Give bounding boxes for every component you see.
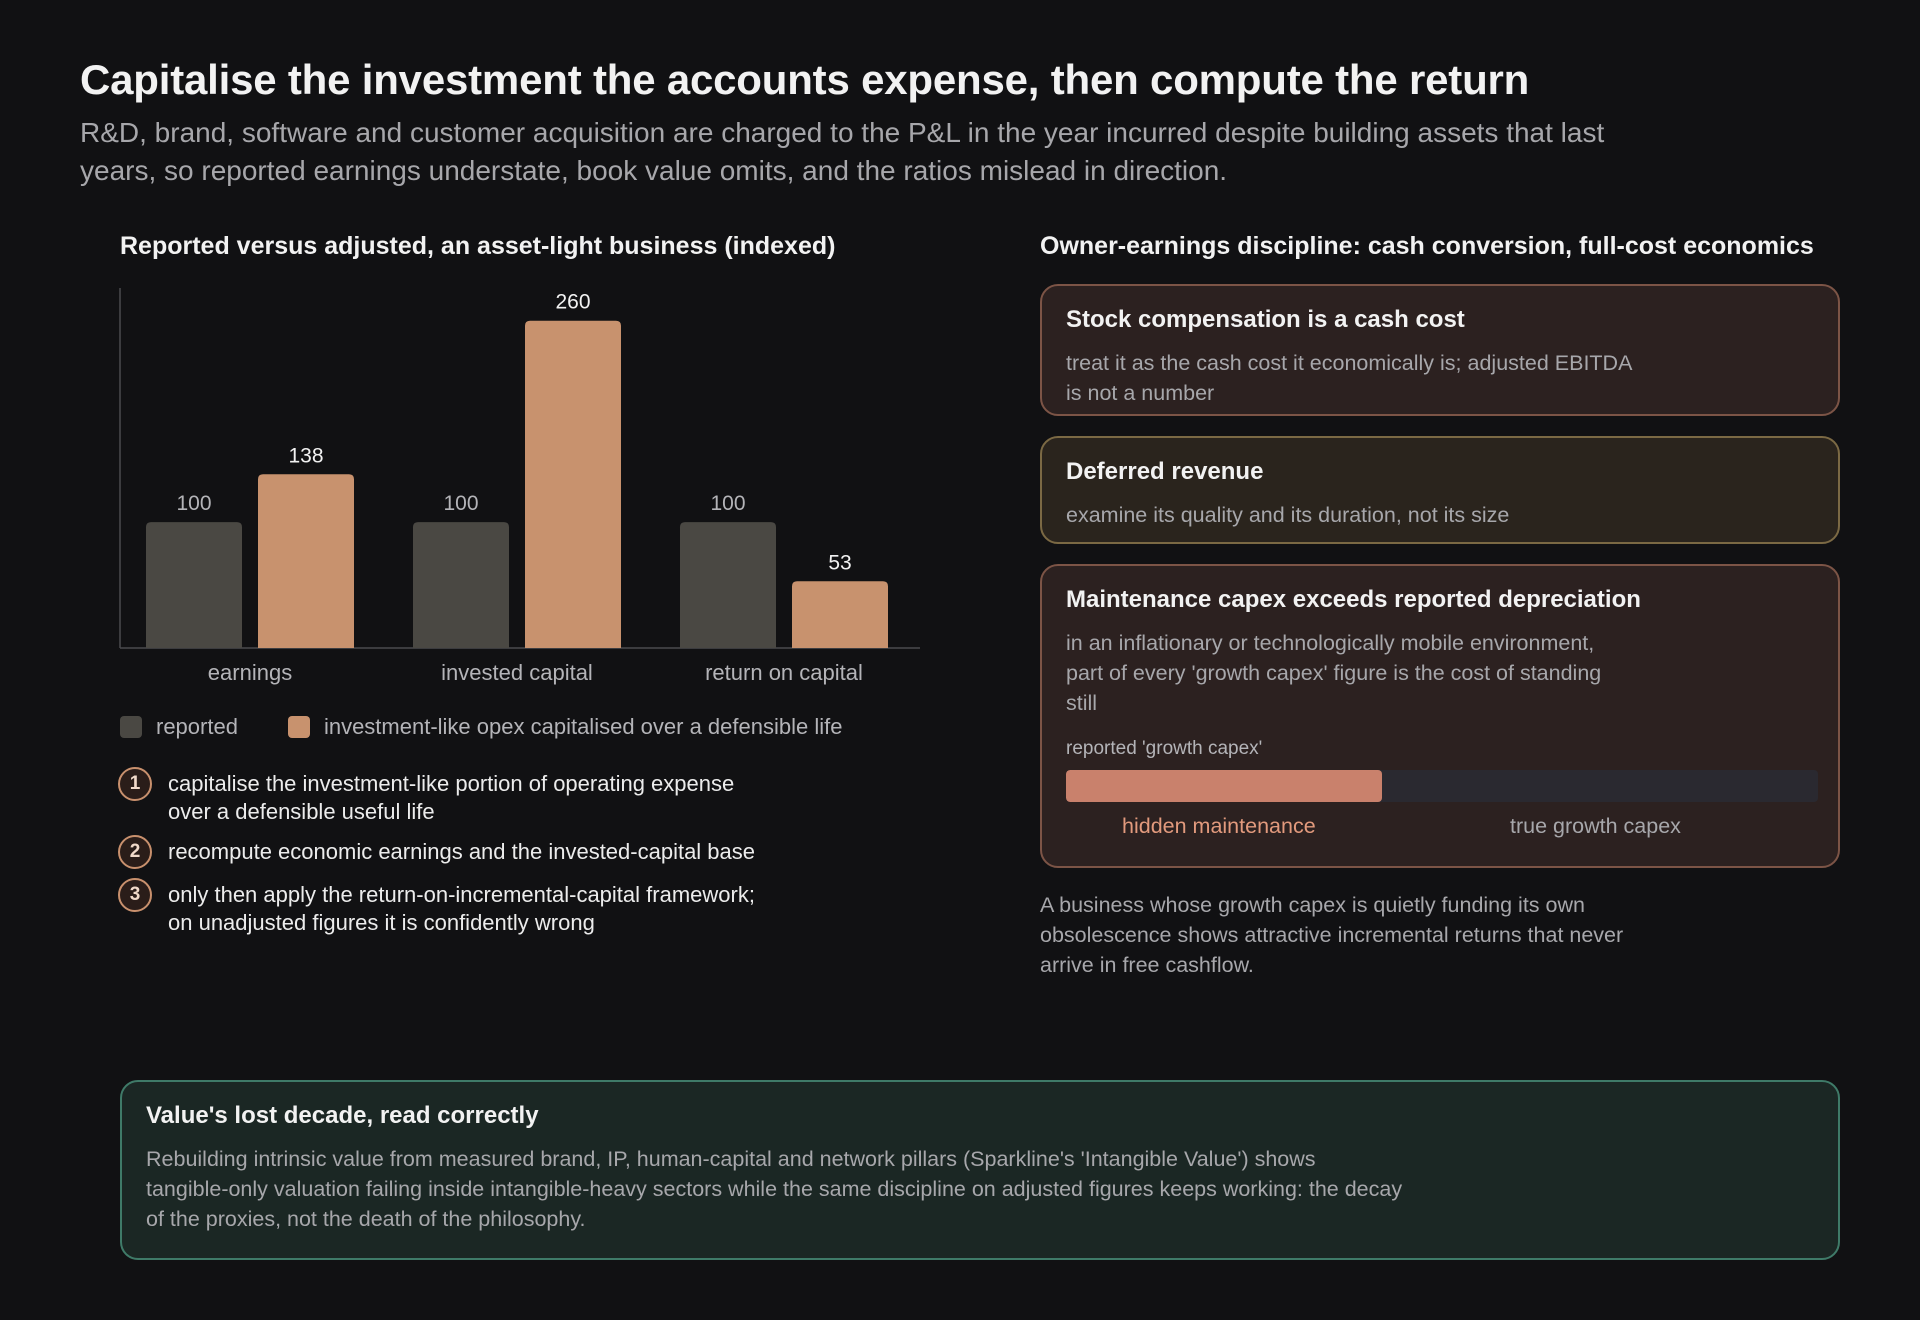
capex-note: A business whose growth capex is quietly… bbox=[1040, 893, 1624, 977]
card-body: in an inflationary or technologically mo… bbox=[1066, 631, 1602, 715]
capex-bar-hidden-fill bbox=[1066, 770, 1382, 802]
step-text: capitalise the investment-like portion o… bbox=[168, 771, 735, 824]
card-deferred-revenue: Deferred revenue examine its quality and… bbox=[1040, 436, 1840, 544]
bar-value-label: 260 bbox=[555, 291, 590, 314]
step-number-badge: 1 bbox=[118, 767, 152, 801]
bar-chart: 100 138 earnings 100 260 invested capital 100 5… bbox=[119, 288, 920, 685]
legend-item-reported: reported bbox=[120, 714, 238, 740]
bar-value-label: 53 bbox=[828, 551, 851, 574]
step-item: 1 capitalise the investment-like portion… bbox=[118, 767, 878, 826]
bar-value-label: 100 bbox=[443, 492, 478, 515]
page-subtitle: R&D, brand, software and customer acquis… bbox=[80, 117, 1605, 186]
capex-bar-captions: hidden maintenance true growth capex bbox=[1066, 814, 1818, 844]
bar-adjusted bbox=[525, 320, 621, 648]
right-panel-title: Owner-earnings discipline: cash conversi… bbox=[1040, 232, 1814, 260]
chart-title: Reported versus adjusted, an asset-light… bbox=[120, 232, 836, 260]
legend-label-adjusted: investment-like opex capitalised over a … bbox=[323, 714, 843, 739]
bar-adjusted bbox=[792, 581, 888, 648]
hidden-maintenance-label: hidden maintenance bbox=[1122, 814, 1316, 838]
bar-value-label: 138 bbox=[288, 444, 323, 467]
legend-label-reported: reported bbox=[156, 714, 238, 739]
x-tick-label: return on capital bbox=[705, 660, 863, 685]
step-text: only then apply the return-on-incrementa… bbox=[168, 882, 755, 935]
bar-reported bbox=[413, 522, 509, 648]
card-title: Maintenance capex exceeds reported depre… bbox=[1066, 586, 1641, 613]
card-values-lost-decade: Value's lost decade, read correctly Rebu… bbox=[120, 1080, 1840, 1260]
card-title: Deferred revenue bbox=[1066, 458, 1264, 485]
card-body: examine its quality and its duration, no… bbox=[1066, 503, 1510, 527]
x-tick-label: invested capital bbox=[441, 660, 593, 685]
card-body: treat it as the cash cost it economicall… bbox=[1066, 351, 1633, 405]
x-tick-label: earnings bbox=[208, 660, 292, 685]
step-number-badge: 3 bbox=[118, 878, 152, 912]
card-title: Stock compensation is a cash cost bbox=[1066, 306, 1465, 333]
step-number-badge: 2 bbox=[118, 835, 152, 869]
card-stock-compensation: Stock compensation is a cash cost treat … bbox=[1040, 284, 1840, 416]
step-item: 2 recompute economic earnings and the in… bbox=[118, 835, 878, 869]
page-title: Capitalise the investment the accounts e… bbox=[80, 56, 1530, 103]
legend-swatch-adjusted bbox=[287, 716, 310, 738]
card-body: Rebuilding intrinsic value from measured… bbox=[146, 1147, 1403, 1231]
chart-legend: reported investment-like opex capitalise… bbox=[120, 714, 892, 740]
bar-value-label: 100 bbox=[710, 492, 745, 515]
capex-bar-label: reported 'growth capex' bbox=[1066, 738, 1263, 759]
capex-bar-track bbox=[1066, 770, 1818, 802]
step-item: 3 only then apply the return-on-incremen… bbox=[118, 878, 878, 937]
bar-reported bbox=[680, 522, 776, 648]
true-growth-capex-label: true growth capex bbox=[1510, 814, 1681, 838]
bar-reported bbox=[146, 522, 242, 648]
step-text: recompute economic earnings and the inve… bbox=[168, 839, 756, 864]
bar-adjusted bbox=[258, 474, 354, 648]
steps-list: 1 capitalise the investment-like portion… bbox=[118, 767, 878, 949]
card-title: Value's lost decade, read correctly bbox=[146, 1102, 539, 1129]
legend-item-adjusted: investment-like opex capitalised over a … bbox=[287, 714, 843, 740]
card-maintenance-capex: Maintenance capex exceeds reported depre… bbox=[1040, 564, 1840, 868]
bar-value-label: 100 bbox=[176, 492, 211, 515]
legend-swatch-reported bbox=[120, 716, 142, 738]
